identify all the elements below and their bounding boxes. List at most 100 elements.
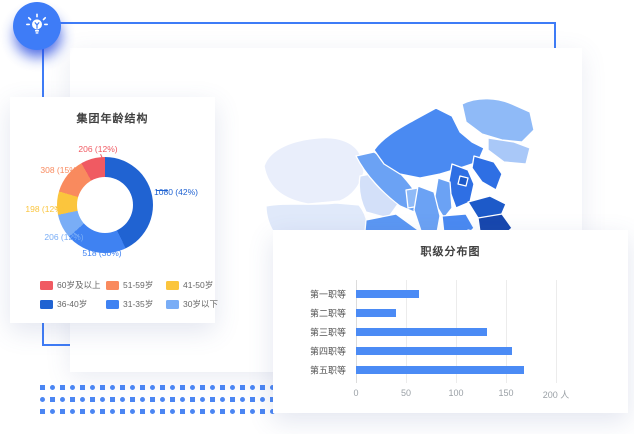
- decor-dot: [150, 385, 155, 390]
- decor-dot: [60, 397, 65, 402]
- legend-swatch: [40, 299, 53, 309]
- decor-dot: [120, 409, 125, 414]
- donut-slice-label: 518 (30%): [82, 248, 122, 258]
- decor-dot: [90, 385, 95, 390]
- age-chart-legend: 60岁及以上 51-59岁 41-50岁 36-40岁 31-35岁 30岁以下: [40, 279, 218, 310]
- decor-dot: [40, 397, 45, 402]
- gridline: [506, 280, 507, 383]
- decor-dot: [120, 385, 125, 390]
- decor-dot: [190, 397, 195, 402]
- badge-circle: [13, 2, 61, 50]
- decor-dot: [240, 385, 245, 390]
- decor-dot: [270, 397, 275, 402]
- decor-dot: [250, 397, 255, 402]
- idea-badge: [11, 1, 63, 57]
- decor-dot: [100, 397, 105, 402]
- bar: [356, 328, 487, 336]
- decor-dot: [140, 385, 145, 390]
- decor-dot: [130, 409, 135, 414]
- bar-category-label: 第二职等: [309, 308, 346, 319]
- decor-dot: [200, 385, 205, 390]
- decor-dot: [180, 385, 185, 390]
- bar: [356, 290, 419, 298]
- dot-pattern-decor: [40, 385, 280, 421]
- decor-dot: [90, 397, 95, 402]
- decor-dot: [220, 397, 225, 402]
- decor-dot: [200, 409, 205, 414]
- legend-label: 41-50岁: [183, 280, 214, 290]
- legend-item: 51-59岁: [106, 279, 166, 291]
- legend-item: 31-35岁: [106, 298, 166, 310]
- donut-slice-label: 1080 (42%): [154, 187, 198, 197]
- bar-chart-plot: 0 50 100 150 200 人 第一职等 第二职等 第三职等 第四职等 第五职等: [273, 230, 628, 413]
- decor-dot: [230, 385, 235, 390]
- decor-dot: [210, 409, 215, 414]
- connector-line-left-horizontal: [42, 344, 82, 346]
- decor-dot: [100, 385, 105, 390]
- x-axis-tick-label: 150: [498, 388, 514, 398]
- x-axis-tick-label: 0: [353, 388, 359, 398]
- decor-dot: [220, 385, 225, 390]
- decor-dot: [200, 397, 205, 402]
- decor-dot: [40, 409, 45, 414]
- x-axis-tick-label: 100: [448, 388, 464, 398]
- donut-leader-line: [56, 207, 65, 208]
- legend-label: 60岁及以上: [57, 280, 101, 290]
- legend-item: 41-50岁: [166, 279, 226, 291]
- decor-dot: [110, 385, 115, 390]
- legend-swatch: [106, 280, 119, 290]
- decor-dot: [160, 397, 165, 402]
- legend-swatch: [166, 299, 179, 309]
- bar: [356, 366, 524, 374]
- map-region-heilongjiang: [461, 98, 535, 143]
- decor-dot: [70, 397, 75, 402]
- donut-chart: [57, 157, 153, 253]
- bar-category-label: 第五职等: [309, 365, 346, 376]
- decor-dot: [260, 385, 265, 390]
- decor-dot: [270, 409, 275, 414]
- decor-dot: [100, 409, 105, 414]
- decor-dot: [240, 397, 245, 402]
- decor-dot: [160, 385, 165, 390]
- decor-dot: [90, 409, 95, 414]
- decor-dot: [140, 409, 145, 414]
- decor-dot: [50, 409, 55, 414]
- job-level-card: 职级分布图 0 50 100 150 200 人 第一职等 第二职等 第三职等 第四职等 第五职等: [273, 230, 628, 413]
- donut-slice-label: 198 (12%): [25, 204, 65, 214]
- donut-slice-label: 308 (15%): [40, 165, 80, 175]
- donut-slice-label: 206 (12%): [44, 232, 84, 242]
- legend-swatch: [106, 299, 119, 309]
- bar-category-label: 第三职等: [309, 327, 346, 338]
- map-region-inner-mongolia: [373, 107, 485, 179]
- map-region-xinjiang: [263, 136, 365, 205]
- decor-dot: [240, 409, 245, 414]
- decor-dot: [220, 409, 225, 414]
- legend-swatch: [166, 280, 179, 290]
- bar-category-label: 第一职等: [309, 289, 346, 300]
- decor-dot: [60, 385, 65, 390]
- decor-dot: [150, 397, 155, 402]
- decor-dot: [230, 409, 235, 414]
- decor-dot: [160, 409, 165, 414]
- decor-dot: [250, 385, 255, 390]
- decor-dot: [190, 409, 195, 414]
- decor-dot: [230, 397, 235, 402]
- decor-dot: [80, 397, 85, 402]
- decor-dot: [180, 397, 185, 402]
- donut-leader-line: [156, 190, 168, 191]
- x-axis-tick-label: 50: [400, 388, 412, 398]
- decor-dot: [130, 385, 135, 390]
- legend-label: 51-59岁: [123, 280, 154, 290]
- decor-dot: [130, 397, 135, 402]
- decor-dot: [80, 409, 85, 414]
- decor-dot: [210, 397, 215, 402]
- decor-dot: [140, 397, 145, 402]
- legend-item: 30岁以下: [166, 298, 226, 310]
- legend-swatch: [40, 280, 53, 290]
- decor-dot: [110, 409, 115, 414]
- legend-item: 60岁及以上: [40, 279, 106, 291]
- decor-dot: [120, 397, 125, 402]
- decor-dot: [70, 385, 75, 390]
- decor-dot: [250, 409, 255, 414]
- decor-dot: [170, 409, 175, 414]
